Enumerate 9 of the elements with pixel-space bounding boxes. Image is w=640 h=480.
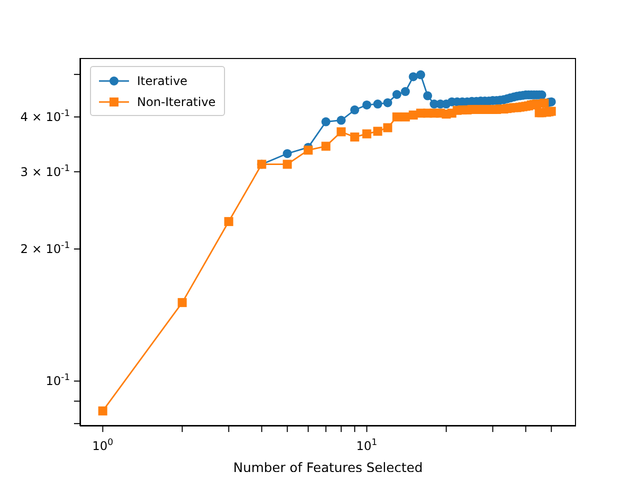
y-tick-label: 4 × 10$^{-1}$ — [20, 108, 70, 124]
x-tick-label: 10$^{0}$ — [92, 438, 114, 453]
legend-label: Iterative — [137, 74, 188, 88]
x-axis-title: Number of Features Selected — [233, 461, 423, 476]
y-tick-label: 3 × 10$^{-1}$ — [20, 164, 70, 179]
y-tick-label: 2 × 10$^{-1}$ — [20, 241, 70, 256]
y-tick-label: 10$^{-1}$ — [46, 373, 70, 388]
legend-label: Non-Iterative — [137, 94, 216, 108]
x-tick-label: 10$^{1}$ — [356, 438, 378, 453]
